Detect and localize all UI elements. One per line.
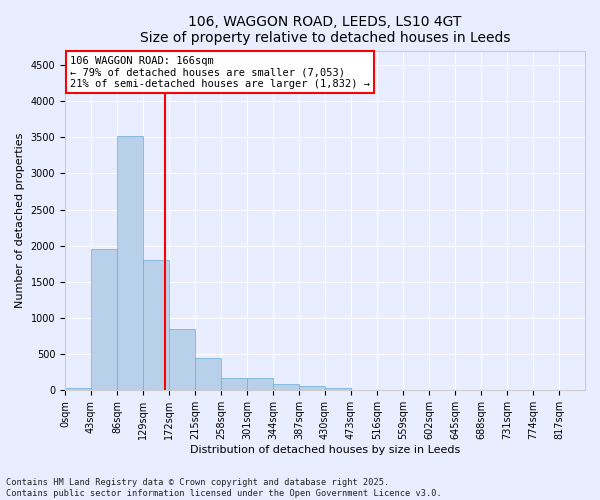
Text: 106 WAGGON ROAD: 166sqm
← 79% of detached houses are smaller (7,053)
21% of semi: 106 WAGGON ROAD: 166sqm ← 79% of detache… bbox=[70, 56, 370, 89]
Text: Contains HM Land Registry data © Crown copyright and database right 2025.
Contai: Contains HM Land Registry data © Crown c… bbox=[6, 478, 442, 498]
Bar bbox=[221, 378, 247, 390]
X-axis label: Distribution of detached houses by size in Leeds: Distribution of detached houses by size … bbox=[190, 445, 460, 455]
Bar bbox=[169, 329, 195, 390]
Y-axis label: Number of detached properties: Number of detached properties bbox=[15, 133, 25, 308]
Bar bbox=[247, 378, 273, 390]
Bar bbox=[91, 250, 117, 390]
Bar bbox=[273, 384, 299, 390]
Bar bbox=[65, 388, 91, 390]
Bar bbox=[195, 358, 221, 390]
Bar bbox=[299, 386, 325, 390]
Bar bbox=[325, 388, 351, 390]
Title: 106, WAGGON ROAD, LEEDS, LS10 4GT
Size of property relative to detached houses i: 106, WAGGON ROAD, LEEDS, LS10 4GT Size o… bbox=[140, 15, 510, 45]
Bar bbox=[143, 260, 169, 390]
Bar bbox=[117, 136, 143, 390]
